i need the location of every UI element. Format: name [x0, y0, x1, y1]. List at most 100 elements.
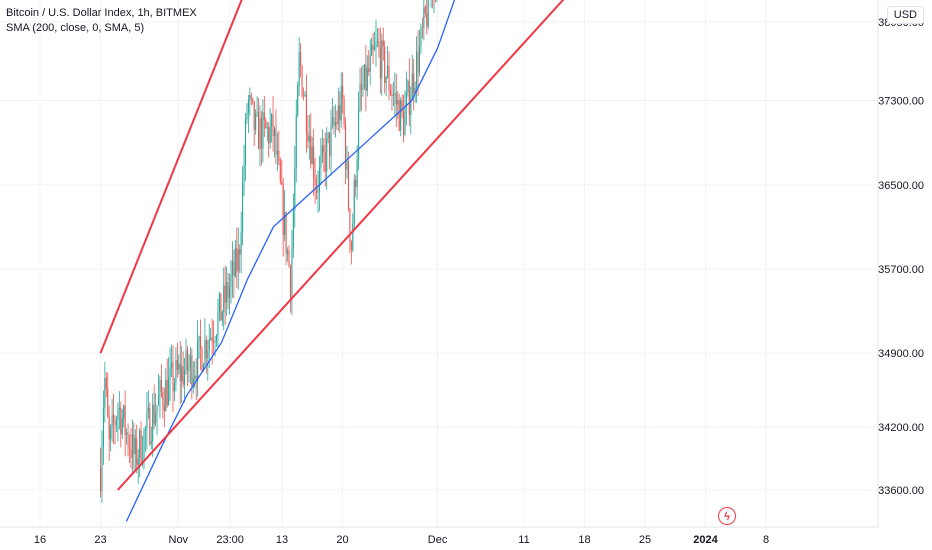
candle-body [410, 98, 412, 116]
candle-body [120, 407, 122, 435]
candle-body [260, 118, 262, 149]
candle-body [226, 282, 228, 303]
currency-label[interactable]: USD [886, 6, 924, 24]
time-tick-label: 8 [763, 534, 769, 546]
candle-body [184, 370, 186, 385]
candle-body [320, 156, 322, 168]
candle-body [362, 87, 364, 90]
candle-body [133, 434, 135, 454]
candle-body [424, 7, 426, 14]
candle-body [285, 212, 287, 255]
candle-body [407, 80, 409, 93]
candle-body [162, 391, 164, 406]
candle-body [363, 64, 365, 88]
candle-body [176, 360, 178, 370]
candle-body [192, 378, 194, 387]
candle-body [255, 113, 257, 130]
candle-body [382, 40, 384, 47]
candle-body [376, 41, 378, 43]
candle-body [178, 363, 180, 370]
candle-body [365, 64, 367, 91]
candle-body [385, 76, 387, 84]
candle-body [417, 51, 419, 73]
candle-body [258, 112, 260, 150]
time-tick-label: 23:00 [216, 534, 244, 546]
price-tick-label: 34900.00 [878, 348, 924, 360]
candle-body [403, 111, 405, 136]
candle-body [130, 448, 132, 458]
price-tick-label: 35700.00 [878, 264, 924, 276]
candle-body [291, 248, 293, 299]
candle-body [345, 124, 347, 170]
candle-body [289, 266, 291, 299]
candle-body [295, 115, 297, 169]
tradingview-logo-icon[interactable]: ϟ [718, 507, 736, 525]
candle-body [169, 367, 171, 378]
candle-body [172, 362, 174, 392]
candle-body [400, 99, 402, 131]
candle-body [131, 434, 133, 458]
candle-body [207, 350, 209, 359]
candle-body [215, 335, 218, 341]
candle-body [368, 67, 370, 72]
candle-body [326, 138, 328, 172]
candle-body [124, 405, 126, 436]
candle-body [269, 126, 271, 144]
candle-body [99, 468, 102, 491]
candle-body [259, 118, 261, 150]
time-tick-label: 11 [518, 534, 529, 546]
candle-body [387, 65, 389, 77]
candle-body [134, 438, 136, 454]
candle-body [420, 27, 422, 47]
candle-body [372, 44, 374, 50]
candle-body [330, 124, 332, 157]
candle-body [282, 183, 284, 235]
candle-body [405, 92, 407, 108]
candle-body [108, 416, 110, 440]
candle-body [249, 95, 251, 101]
candle-body [115, 419, 117, 425]
candle-body [244, 119, 247, 165]
candle-body [337, 105, 339, 125]
chart-legend: Bitcoin / U.S. Dollar Index, 1h, BITMEX … [6, 6, 197, 36]
candle-body [352, 223, 354, 250]
candle-body [349, 208, 351, 243]
candle-body [374, 47, 376, 50]
candle-body [165, 379, 167, 412]
candle-body [126, 431, 128, 436]
candle-body [398, 100, 400, 131]
candle-body [179, 363, 181, 382]
candle-body [202, 365, 204, 372]
candle-body [391, 94, 393, 97]
candle-body [366, 67, 368, 91]
candle-body [336, 122, 338, 125]
candle-body [369, 55, 371, 72]
candle-body [146, 412, 148, 429]
candle-body [220, 293, 222, 321]
candle-body [250, 95, 252, 99]
candle-body [346, 160, 348, 170]
time-tick-label: 16 [34, 534, 46, 546]
grid-lines [0, 0, 878, 527]
candle-body [327, 132, 329, 139]
candle-body [266, 127, 268, 129]
time-tick-label: 2024 [693, 534, 718, 546]
candle-body [113, 414, 115, 423]
candle-body [423, 7, 425, 28]
candle-body [413, 73, 415, 94]
candle-body [175, 360, 177, 384]
candle-body [305, 93, 307, 133]
candle-body [121, 418, 123, 435]
trendline-0 [99, 0, 243, 354]
candle-body [281, 181, 283, 184]
candle-body [379, 47, 381, 79]
candle-body [263, 112, 265, 120]
candle-body [256, 112, 258, 114]
time-tick-label: Nov [169, 534, 189, 546]
chart-title: Bitcoin / U.S. Dollar Index, 1h, BITMEX [6, 7, 197, 19]
candle-body [275, 128, 277, 155]
candle-body [378, 41, 380, 48]
candle-body [375, 42, 377, 48]
candle-body [284, 212, 286, 235]
